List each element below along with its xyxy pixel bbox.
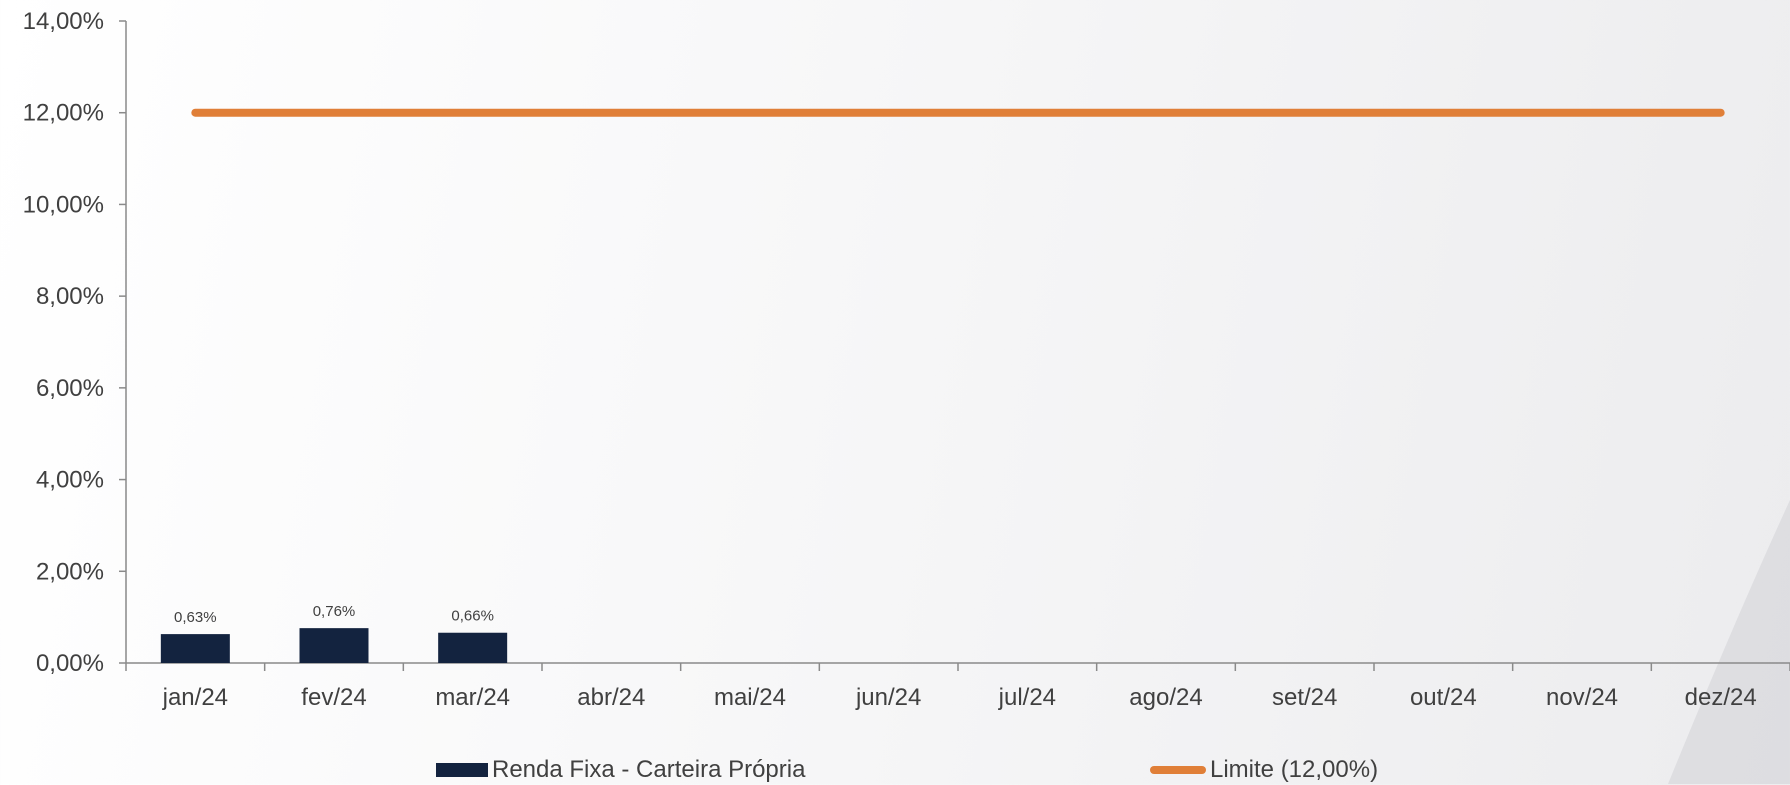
corner-swoosh-shape [1668, 500, 1790, 784]
x-tick-label: jul/24 [998, 684, 1056, 711]
x-tick-label: abr/24 [577, 684, 645, 711]
x-tick-label: ago/24 [1129, 684, 1202, 711]
x-tick-label: mai/24 [714, 684, 786, 711]
y-tick-label: 14,00% [23, 8, 104, 35]
bar-series: 0,63% 0,76% 0,66% [160, 603, 508, 663]
legend-bar-swatch [436, 763, 488, 777]
bar [299, 628, 369, 663]
x-tick-label: dez/24 [1685, 684, 1757, 711]
y-tick-label: 0,00% [36, 650, 104, 677]
legend-item-line: Limite (12,00%) [1150, 755, 1378, 785]
y-tick-label: 12,00% [23, 100, 104, 127]
legend-line-label: Limite (12,00%) [1210, 756, 1379, 783]
x-tick-label: fev/24 [301, 684, 366, 711]
background-decoration [1668, 500, 1790, 784]
legend-bar-label: Renda Fixa - Carteira Própria [492, 756, 806, 783]
y-tick-label: 10,00% [23, 191, 104, 218]
y-tick-label: 8,00% [36, 283, 104, 310]
bar [160, 634, 230, 663]
x-tick-label: nov/24 [1546, 684, 1618, 711]
y-tick-label: 4,00% [36, 467, 104, 494]
bar [438, 632, 508, 663]
x-tick-label: jan/24 [162, 684, 228, 711]
bar-data-label: 0,66% [451, 608, 494, 625]
x-tick-label: mar/24 [435, 684, 510, 711]
bar-data-label: 0,76% [313, 603, 356, 620]
y-tick-label: 6,00% [36, 375, 104, 402]
legend-line-swatch [1150, 766, 1206, 774]
x-tick-label: jun/24 [855, 684, 921, 711]
bar-data-label: 0,63% [174, 609, 217, 626]
x-tick-label: out/24 [1410, 684, 1477, 711]
x-tick-label: set/24 [1272, 684, 1337, 711]
x-axis: jan/24 fev/24 mar/24 abr/24 mai/24 jun/24 jul/… [125, 662, 1790, 711]
y-tick-label: 2,00% [36, 558, 104, 585]
legend-item-bar: Renda Fixa - Carteira Própria [436, 755, 805, 785]
y-axis: 0,00% 2,00% 4,00% 6,00% 8,00% 10,00% 12,00% 14,… [23, 8, 127, 677]
